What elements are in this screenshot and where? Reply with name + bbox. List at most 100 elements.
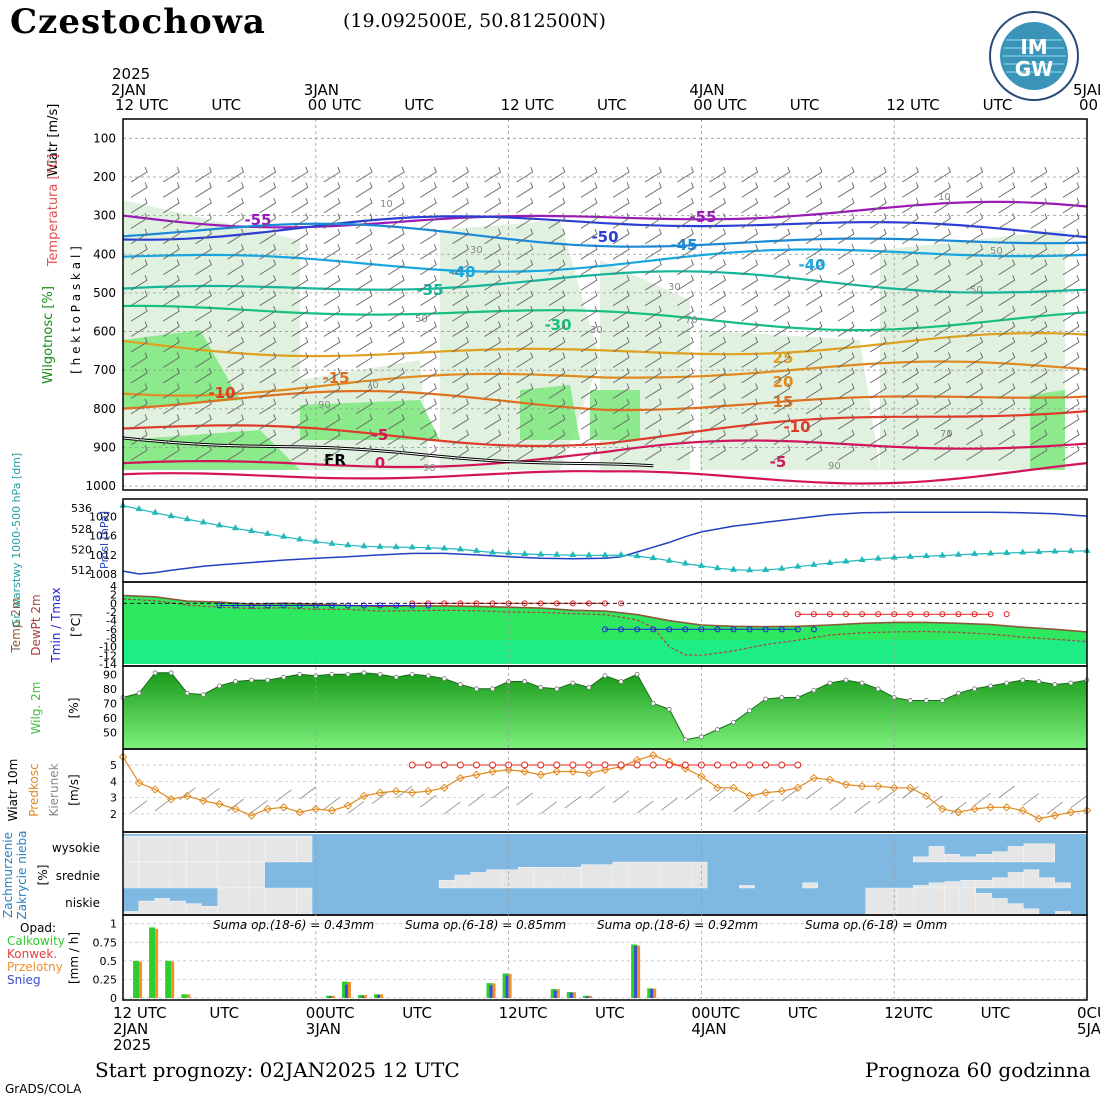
humidity-contour-label: 90 [318, 400, 331, 411]
wind-barb [516, 166, 534, 183]
precip-convective-bar [171, 961, 175, 998]
top-time-label: 00 UTC [308, 96, 362, 114]
cloud-mid-bar [249, 861, 265, 889]
wind-barb [259, 182, 277, 198]
wind-speed-marker [954, 808, 963, 817]
tmin-marker [682, 626, 689, 633]
wind-barb [902, 321, 919, 337]
wind-barb [773, 321, 791, 337]
cloud-low-bar [217, 887, 234, 915]
tmin-marker [730, 626, 737, 633]
wind-barb [709, 228, 727, 245]
wind-barb [420, 182, 437, 198]
wind-barb [162, 414, 180, 430]
wind-direction-mark [902, 786, 919, 799]
wind-barb [323, 228, 341, 245]
wind-axis-label: Wiatr 10m [6, 759, 20, 822]
tmin-marker [810, 626, 817, 633]
wind-barb [162, 336, 180, 353]
wind-barb [420, 213, 437, 229]
precip-legend-label: Opad: [20, 921, 56, 935]
wind-barb [548, 414, 566, 430]
top-time-label: UTC [790, 96, 820, 114]
bottom-year-label: 2025 [113, 1036, 151, 1054]
wind-speed-marker [440, 783, 449, 793]
wind-barb [805, 367, 823, 384]
wind-barb [966, 321, 984, 337]
tmin-marker [746, 626, 753, 633]
geopotential-marker [248, 527, 256, 534]
wind-barb [548, 352, 566, 368]
wind-barb [998, 445, 1016, 461]
wind-tick-label: 3 [110, 792, 117, 805]
gust-marker [585, 761, 593, 769]
wind-barb [709, 290, 727, 307]
cloud-high-bar [1007, 846, 1024, 863]
precip-sum-label: Suma op.(6-18) = 0.85mm [405, 918, 566, 932]
precip-legend-label: Calkowity [7, 934, 65, 948]
wind-barb [869, 321, 887, 337]
wind-barb [195, 213, 212, 229]
cloud-mid-bar [1023, 869, 1040, 889]
wind-barb [902, 213, 919, 229]
wind-barb [612, 445, 630, 461]
wind-speed-marker [279, 803, 288, 812]
wind-barb [773, 197, 791, 214]
wind-barb [355, 352, 373, 368]
geopotential-marker [215, 521, 223, 528]
wind-barb [934, 321, 951, 337]
tmax-marker [907, 611, 914, 618]
wind-barb [741, 305, 759, 322]
wind-barb [580, 383, 598, 399]
wind-barb [580, 275, 598, 291]
geopotential-marker [328, 539, 336, 546]
wind-barb [484, 352, 502, 368]
geopotential-marker [874, 554, 882, 561]
gust-marker [633, 761, 641, 769]
wind-speed-marker [1034, 814, 1044, 823]
pmsl-axis-label: Pmsl [hPa] [98, 511, 111, 569]
wind-barb [773, 398, 791, 415]
isotherm-label: -50 [591, 228, 618, 246]
wind-direction-axis-label: Kierunek [47, 763, 61, 816]
humidity-contour-label: 30 [470, 245, 483, 256]
isotherm-line [122, 222, 1088, 248]
geopotential-marker [505, 549, 513, 556]
bottom-time-label: 00UTC [691, 1004, 740, 1022]
top-time-label: UTC [211, 96, 241, 114]
humidity-marker [988, 683, 993, 689]
wind-barb [837, 166, 855, 183]
wind-barb [709, 166, 727, 183]
top-time-label: 00 UTC [1079, 96, 1100, 114]
wind-barb [1062, 259, 1080, 276]
wind-barb [644, 445, 662, 461]
wind-barb [709, 321, 727, 337]
wind-barb [1062, 228, 1080, 245]
bottom-time-label: UTC [209, 1004, 239, 1022]
humidity-marker [570, 680, 576, 686]
wind-direction-mark [1070, 795, 1088, 808]
wind-barb [548, 259, 566, 276]
precip-snow-bar [634, 946, 638, 998]
wind-barb [998, 383, 1016, 399]
wind-barb [162, 213, 180, 229]
wind-speed-marker [922, 791, 931, 801]
wind-barb [323, 275, 341, 291]
wind-barb [1030, 259, 1048, 276]
isotherm-line [122, 410, 1088, 448]
geopotential-marker [183, 515, 191, 522]
precip-convective-bar [508, 973, 512, 998]
wind-barb [355, 445, 373, 461]
wind-barb [195, 275, 212, 291]
wind-barb [934, 290, 951, 307]
wind-barb [677, 290, 694, 307]
pressure-tick-label: 200 [93, 170, 116, 184]
tmax-marker [1003, 611, 1010, 618]
precip-convective-bar [331, 995, 335, 998]
wind-barb [580, 228, 598, 245]
wind-speed-marker [777, 786, 786, 796]
wind-barb [934, 244, 951, 260]
wind-barb [195, 398, 212, 415]
wind-barb [259, 445, 277, 461]
top-date-label: 3JAN [304, 81, 339, 99]
